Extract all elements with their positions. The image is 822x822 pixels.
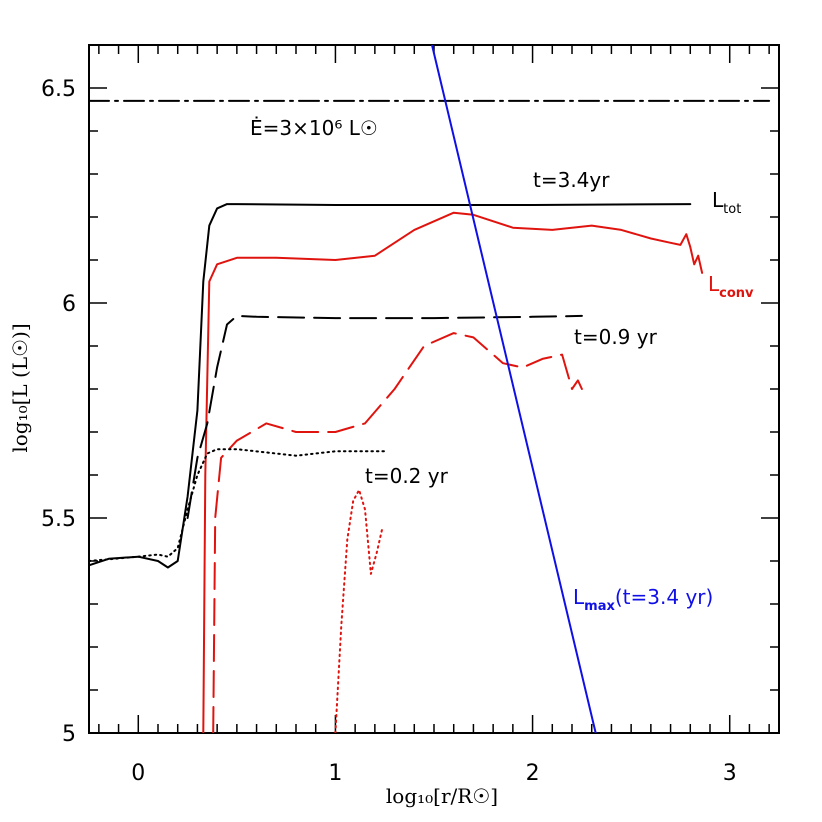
annotation-ltot: Ltot — [712, 188, 741, 217]
annotation-t02: t=0.2 yr — [365, 464, 449, 488]
annotation-edot: Ė=3×10⁶ L☉ — [250, 116, 378, 140]
annotation-lmax-sub: max — [584, 599, 615, 614]
series-line — [89, 448, 386, 562]
x-tick-label: 1 — [328, 761, 342, 786]
annotation-lmax-main: L — [573, 585, 585, 609]
annotation-lconv-sub: conv — [719, 286, 754, 301]
series-line — [334, 489, 384, 733]
series-line — [431, 45, 597, 733]
series-line — [202, 211, 704, 733]
series-line — [186, 314, 583, 519]
annotation-lmax-rest: (t=3.4 yr) — [615, 585, 713, 609]
x-tick-label: 0 — [131, 761, 145, 786]
annotation-lconv: Lconv — [708, 272, 754, 301]
x-axis-title: log₁₀[r/R☉] — [386, 784, 498, 808]
x-tick-label: 3 — [723, 761, 737, 786]
y-tick-labels: 5 5.5 6 6.5 — [41, 77, 76, 747]
y-axis-title: log₁₀[L (L☉)] — [8, 323, 32, 452]
annotation-ltot-main: L — [712, 188, 724, 212]
annotation-lconv-main: L — [708, 272, 720, 296]
y-tick-label: 5.5 — [41, 507, 76, 532]
annotation-t34: t=3.4yr — [533, 168, 610, 192]
annotation-ltot-sub: tot — [723, 202, 741, 217]
series-group — [89, 45, 771, 733]
annotation-lmax: Lmax(t=3.4 yr) — [573, 585, 713, 614]
x-tick-label: 2 — [526, 761, 540, 786]
series-line — [89, 203, 692, 569]
axis-ticks — [89, 44, 779, 734]
series-line — [212, 332, 583, 733]
x-tick-labels: 0 1 2 3 — [131, 761, 736, 786]
plot-frame — [88, 44, 780, 734]
y-tick-label: 6 — [62, 292, 76, 317]
y-tick-label: 6.5 — [41, 77, 76, 102]
annotation-t09: t=0.9 yr — [574, 325, 658, 349]
y-tick-label: 5 — [62, 722, 76, 747]
